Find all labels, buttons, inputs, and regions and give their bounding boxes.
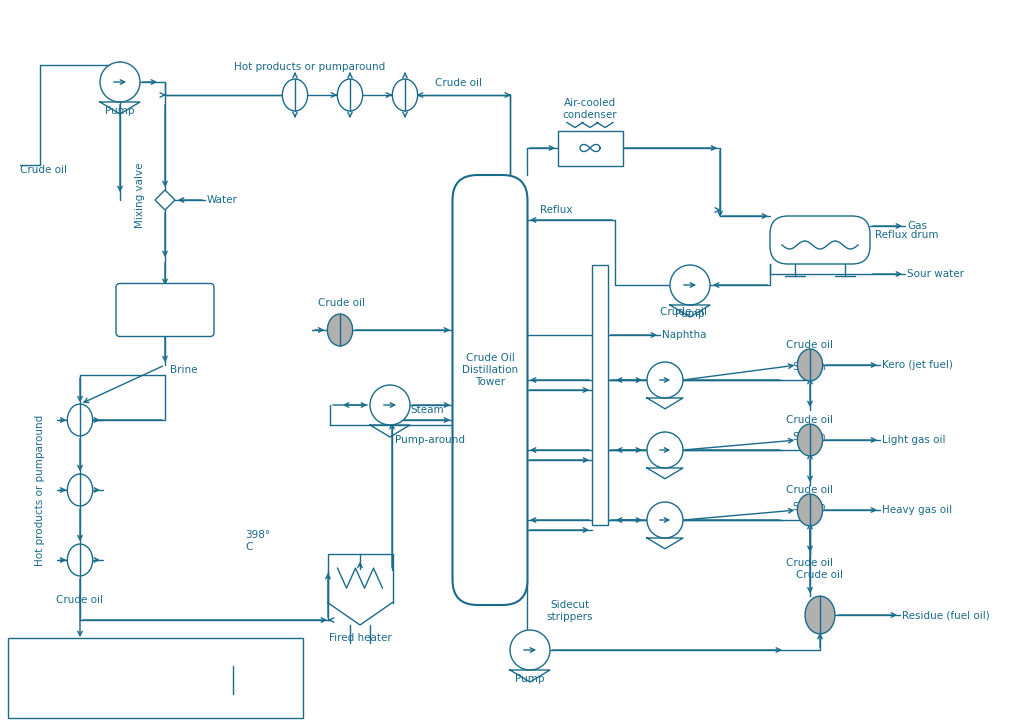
Ellipse shape	[797, 494, 823, 526]
Text: Steam: Steam	[792, 362, 826, 372]
Text: Crude oil: Crude oil	[797, 570, 843, 580]
Ellipse shape	[337, 79, 363, 111]
Text: Crude oil: Crude oil	[660, 307, 707, 317]
Text: Crude oil: Crude oil	[787, 340, 834, 350]
Ellipse shape	[392, 79, 418, 111]
Circle shape	[100, 62, 140, 102]
Polygon shape	[155, 190, 175, 210]
Ellipse shape	[328, 314, 352, 346]
Text: Crude oil: Crude oil	[20, 165, 67, 175]
Text: Kero (jet fuel): Kero (jet fuel)	[882, 360, 953, 370]
Circle shape	[647, 362, 683, 398]
Ellipse shape	[222, 666, 244, 695]
Circle shape	[370, 385, 410, 425]
Text: Crude oil: Crude oil	[787, 558, 834, 568]
Circle shape	[670, 265, 710, 305]
Text: Pump-around: Pump-around	[395, 435, 465, 445]
Text: Hot products or pumparound: Hot products or pumparound	[35, 415, 45, 566]
Text: Steam: Steam	[410, 405, 444, 415]
Ellipse shape	[797, 349, 823, 381]
Text: Crude Oil
Distillation
Tower: Crude Oil Distillation Tower	[462, 354, 518, 387]
Ellipse shape	[282, 79, 308, 111]
Text: Light gas oil: Light gas oil	[882, 435, 946, 445]
Text: Naphtha: Naphtha	[662, 330, 707, 340]
Text: Reflux: Reflux	[540, 205, 572, 215]
Ellipse shape	[797, 424, 823, 456]
Bar	[558, 131, 622, 166]
Text: Sour water: Sour water	[907, 269, 964, 279]
Circle shape	[647, 432, 683, 468]
Text: Pump: Pump	[675, 309, 705, 319]
Text: Sidecut
strippers: Sidecut strippers	[546, 600, 594, 621]
Ellipse shape	[68, 544, 92, 576]
Text: Pump: Pump	[516, 674, 544, 684]
Ellipse shape	[68, 474, 92, 506]
FancyBboxPatch shape	[770, 216, 870, 264]
Text: Pump: Pump	[105, 106, 135, 116]
FancyBboxPatch shape	[116, 283, 214, 336]
Ellipse shape	[68, 404, 92, 436]
Text: Crude oil: Crude oil	[318, 298, 365, 308]
Ellipse shape	[805, 596, 835, 634]
Text: Fired heater: Fired heater	[329, 633, 391, 643]
FancyBboxPatch shape	[453, 175, 528, 605]
Text: Desalter: Desalter	[143, 305, 187, 315]
Text: Mixing valve: Mixing valve	[135, 162, 145, 228]
Text: Reflux drum: Reflux drum	[875, 230, 939, 240]
Text: Crude oil: Crude oil	[787, 415, 834, 425]
Text: 398°
C: 398° C	[245, 530, 270, 552]
Bar	[8, 638, 303, 718]
Text: Air-cooled
condenser: Air-cooled condenser	[563, 98, 617, 120]
Text: Crude oil: Crude oil	[56, 595, 104, 605]
Text: Brine: Brine	[170, 365, 197, 375]
Circle shape	[647, 502, 683, 538]
Text: 43° C: 43° C	[807, 230, 837, 240]
Text: Residue (fuel oil): Residue (fuel oil)	[902, 610, 990, 620]
Text: Steam: Steam	[792, 432, 826, 442]
Bar	[592, 265, 608, 525]
Text: Hot products or pumparound: Hot products or pumparound	[234, 62, 385, 72]
Text: Gas: Gas	[907, 221, 927, 231]
Text: Water: Water	[207, 195, 238, 205]
Text: Crude oil: Crude oil	[435, 78, 482, 88]
Text: When the heat exchanger is greyed like
this, it is part of the crude oil preheat: When the heat exchanger is greyed like t…	[18, 648, 226, 681]
Text: Heavy gas oil: Heavy gas oil	[882, 505, 952, 515]
Text: Steam: Steam	[792, 502, 826, 512]
Circle shape	[510, 630, 550, 670]
Text: Crude oil: Crude oil	[787, 485, 834, 495]
